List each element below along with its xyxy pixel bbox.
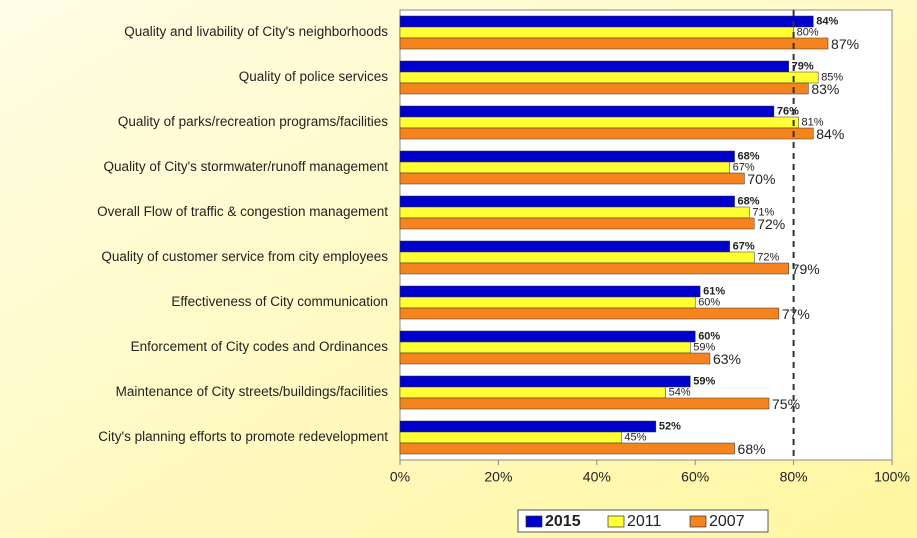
category-label: Maintenance of City streets/buildings/fa… [116,384,389,399]
x-tick-label: 80% [780,469,808,485]
bar [399,285,701,298]
legend-swatch [525,515,543,528]
bar [399,420,657,433]
value-label: 72% [757,216,785,232]
value-label: 68% [738,441,766,457]
value-label: 84% [816,15,838,27]
category-label: City's planning efforts to promote redev… [98,429,388,444]
category-label: Quality of parks/recreation programs/fac… [118,114,388,129]
value-label: 67% [733,161,755,173]
category-label: Quality and livability of City's neighbo… [124,24,388,39]
value-label: 71% [752,206,774,218]
bar [399,307,780,320]
value-label: 59% [693,341,715,353]
bar [399,60,789,73]
x-tick-label: 20% [484,469,512,485]
value-label: 72% [757,251,779,263]
bar [399,352,711,365]
bar [399,150,735,163]
value-label: 52% [659,420,681,432]
value-label: 68% [738,195,760,207]
x-tick-label: 100% [874,469,910,485]
category-label: Quality of customer service from city em… [101,249,388,264]
category-label: Overall Flow of traffic & congestion man… [97,204,388,219]
category-label: Quality of City's stormwater/runoff mana… [104,159,389,174]
value-label: 80% [797,26,819,38]
bar [399,116,799,129]
legend-label: 2011 [627,513,662,530]
value-label: 45% [624,431,646,443]
bar [399,15,814,28]
bar [399,105,775,118]
value-label: 75% [772,396,800,412]
bar [399,431,622,444]
value-label: 70% [747,171,775,187]
bar [399,341,691,354]
value-label: 67% [733,240,755,252]
bar [399,296,696,309]
category-label: Effectiveness of City communication [171,294,388,309]
x-tick-label: 40% [583,469,611,485]
bar [399,217,755,230]
bar [399,172,745,185]
bar [399,262,789,275]
bar [399,37,829,50]
value-label: 83% [811,81,839,97]
x-tick-label: 60% [681,469,709,485]
value-label: 63% [713,351,741,367]
bar [399,82,809,95]
category-label: Enforcement of City codes and Ordinances [131,339,389,354]
bar [399,330,696,343]
value-label: 77% [782,306,810,322]
bar [399,26,794,39]
bar [399,206,750,219]
legend-swatch [689,515,707,528]
value-label: 79% [792,60,814,72]
bar [399,386,666,399]
value-label: 54% [669,386,691,398]
bar [399,240,730,253]
value-label: 81% [802,116,824,128]
legend-swatch [607,515,625,528]
legend-label: 2015 [545,513,581,530]
value-label: 87% [831,36,859,52]
value-label: 84% [816,126,844,142]
value-label: 60% [698,296,720,308]
bar [399,442,735,455]
value-label: 76% [777,105,799,117]
x-tick-label: 0% [390,469,410,485]
category-label: Quality of police services [239,69,389,84]
value-label: 61% [703,285,725,297]
bar [399,127,814,140]
value-label: 79% [792,261,820,277]
bar [399,71,819,84]
value-label: 60% [698,330,720,342]
bar [399,251,755,264]
legend-label: 2007 [709,513,745,530]
bar [399,397,770,410]
value-label: 59% [693,375,715,387]
bar [399,195,735,208]
bar [399,161,730,174]
bar [399,375,691,388]
value-label: 85% [821,71,843,83]
value-label: 68% [738,150,760,162]
